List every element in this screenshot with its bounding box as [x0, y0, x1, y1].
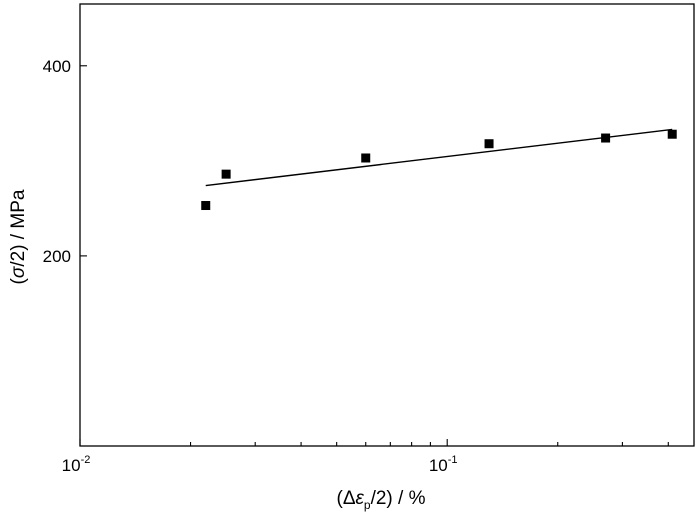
x-tick-label-exponent: -1 [448, 454, 458, 466]
x-axis-label-close: /2) / % [371, 488, 426, 509]
y-axis-label-close: /2) / MPa [8, 189, 29, 267]
x-axis-ticks: 10-2 10-1 [62, 439, 669, 475]
y-axis-label-open: ( [8, 277, 29, 284]
data-point [361, 153, 371, 163]
y-axis-ticks: 200 400 [43, 57, 87, 266]
x-tick-label-base: 10 [62, 456, 81, 475]
data-points-layer [201, 129, 677, 211]
x-tick-label: 10-1 [429, 454, 458, 475]
fit-line-layer [205, 128, 673, 187]
x-tick-label-base: 10 [429, 456, 448, 475]
y-axis-label: (σ/2) / MPa [8, 189, 29, 284]
data-point [484, 139, 494, 149]
fit-line [205, 128, 673, 187]
x-tick-label-exponent: -2 [81, 454, 91, 466]
x-tick-label: 10-2 [62, 454, 91, 475]
data-point [201, 201, 211, 211]
y-axis-label-symbol: σ [8, 265, 29, 278]
x-axis-label-open: (Δ [337, 488, 356, 509]
x-axis-label-symbol: ε [356, 488, 365, 509]
x-axis-label-subscript: p [364, 498, 371, 512]
data-point [667, 129, 677, 139]
data-point [601, 133, 611, 143]
y-tick-label: 400 [43, 57, 71, 76]
x-axis-label: (Δεp/2) / % [337, 488, 426, 512]
data-point [221, 169, 231, 179]
plot-frame [79, 3, 695, 447]
y-tick-label: 200 [43, 247, 71, 266]
